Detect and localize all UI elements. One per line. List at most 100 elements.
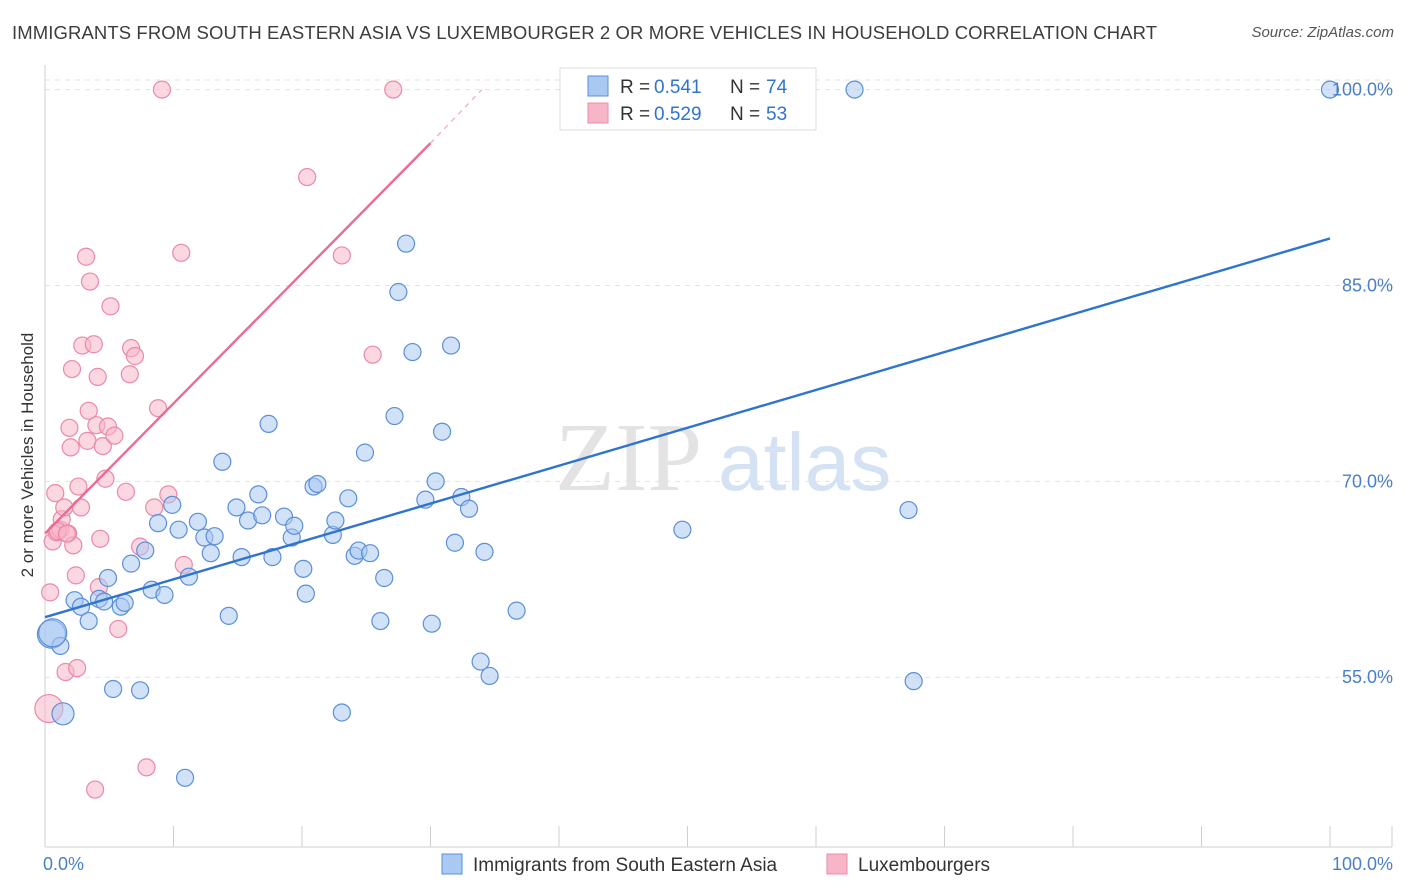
luxembourgers-point <box>57 524 76 543</box>
y-tick-label: 85.0% <box>1342 275 1393 295</box>
trend-lines <box>44 89 1331 619</box>
luxembourgers-point <box>137 758 156 777</box>
immigrants-sea-point <box>205 527 224 546</box>
luxembourgers-point <box>116 482 136 501</box>
immigrants-sea-point <box>480 666 499 686</box>
stats-n-label-blue: N = <box>730 77 760 98</box>
immigrants-sea-point <box>121 554 141 573</box>
watermark-zip: ZIP <box>555 404 702 512</box>
immigrants-sea-point <box>227 498 246 517</box>
luxembourgers-point <box>152 80 172 99</box>
luxembourgers-point <box>78 431 97 450</box>
luxembourgers-point <box>71 498 91 517</box>
immigrants-sea-point <box>403 342 422 362</box>
immigrants-sea-point <box>308 474 327 494</box>
luxembourgers-point <box>61 438 80 457</box>
immigrants-sea-point <box>294 559 313 578</box>
immigrants-sea-point <box>51 702 75 726</box>
immigrants-sea-point <box>389 282 408 302</box>
luxembourgers-point <box>60 418 79 437</box>
immigrants-sea-point <box>169 520 188 539</box>
bottom-legend: Immigrants from South Eastern Asia Luxem… <box>441 853 990 876</box>
luxembourgers-point <box>105 426 124 445</box>
immigrants-sea-point <box>1320 80 1340 99</box>
immigrants-sea-point <box>385 406 404 426</box>
stats-legend: R = 0.541 N = 74 R = 0.529 N = 53 <box>559 67 817 131</box>
immigrants-sea-point <box>673 520 692 539</box>
legend-swatch-luxembourgers <box>826 853 848 875</box>
immigrants-sea-point <box>475 542 494 561</box>
immigrants-sea-point <box>426 472 445 491</box>
luxembourgers-point <box>109 619 128 639</box>
immigrants-sea-point <box>163 495 182 514</box>
luxembourgers-point <box>384 80 403 99</box>
watermark: ZIP atlas <box>555 404 891 512</box>
x-tick-label-min: 0.0% <box>43 854 84 874</box>
immigrants-sea-point <box>355 443 375 462</box>
y-tick-label: 70.0% <box>1342 471 1393 491</box>
stats-r-value-pink: 0.529 <box>654 104 702 125</box>
luxembourgers-point <box>88 367 107 386</box>
immigrants-sea-point <box>507 601 526 620</box>
legend-swatch-immigrants-sea <box>441 853 463 875</box>
chart-title: IMMIGRANTS FROM SOUTH EASTERN ASIA VS LU… <box>12 22 1158 43</box>
immigrants-sea-point <box>104 679 123 699</box>
immigrants-sea-point <box>296 584 315 603</box>
immigrants-sea-point <box>339 489 358 508</box>
luxembourgers-point <box>148 399 168 418</box>
immigrants-sea-point <box>263 547 282 567</box>
immigrants-sea-point <box>396 234 416 253</box>
luxembourgers-point <box>84 335 103 354</box>
immigrants-sea-point <box>213 452 232 471</box>
immigrants-sea-point <box>422 614 441 633</box>
gridlines <box>45 79 1392 678</box>
immigrants-sea-point <box>249 485 268 504</box>
stats-n-label-pink: N = <box>730 104 760 125</box>
series-luxembourgers <box>34 80 403 799</box>
luxembourgers-point <box>120 365 139 384</box>
immigrants-sea-point <box>219 606 238 625</box>
watermark-atlas: atlas <box>718 417 891 508</box>
immigrants-sea-point <box>375 568 394 588</box>
luxembourgers-point <box>77 247 96 266</box>
legend-label-immigrants-sea: Immigrants from South Eastern Asia <box>473 855 778 876</box>
immigrants-sea-point <box>253 506 272 525</box>
luxembourgers-point <box>332 246 351 265</box>
immigrants-sea-point <box>98 568 118 588</box>
immigrants-sea-point <box>79 611 98 631</box>
luxembourgers-point <box>93 436 112 456</box>
luxembourgers-point <box>363 345 382 364</box>
immigrants-sea-point <box>445 533 465 552</box>
immigrants-sea-point <box>188 512 208 531</box>
luxembourgers-trend-line <box>44 142 432 535</box>
luxembourgers-trend-extension <box>429 89 483 144</box>
source-label: Source: ZipAtlas.com <box>1251 24 1394 41</box>
luxembourgers-point <box>145 498 164 517</box>
immigrants-sea-point <box>115 593 134 612</box>
luxembourgers-point <box>86 780 105 799</box>
luxembourgers-point <box>101 297 120 316</box>
immigrants-sea-trend-line <box>44 237 1331 619</box>
immigrants-sea-point <box>332 703 351 722</box>
luxembourgers-point <box>62 359 82 379</box>
luxembourgers-point <box>298 167 317 187</box>
luxembourgers-point <box>91 529 110 548</box>
luxembourgers-point <box>46 484 65 503</box>
y-tick-label: 55.0% <box>1342 667 1393 687</box>
luxembourgers-point <box>41 583 60 602</box>
luxembourgers-point <box>80 272 100 291</box>
stats-n-value-pink: 53 <box>766 104 787 125</box>
tick-labels: 55.0% 70.0% 85.0% 100.0% 0.0% 100.0% <box>43 80 1393 874</box>
immigrants-sea-point <box>471 652 490 671</box>
immigrants-sea-point <box>899 500 918 520</box>
luxembourgers-point <box>66 566 85 585</box>
legend-label-luxembourgers: Luxembourgers <box>858 855 990 876</box>
immigrants-sea-point <box>155 585 174 605</box>
luxembourgers-point <box>68 658 87 678</box>
immigrants-sea-point <box>432 422 452 441</box>
immigrants-sea-point <box>845 80 864 99</box>
luxembourgers-point <box>125 346 145 366</box>
luxembourgers-point <box>96 469 115 488</box>
stats-n-value-blue: 74 <box>766 77 788 98</box>
immigrants-sea-point <box>326 511 345 530</box>
